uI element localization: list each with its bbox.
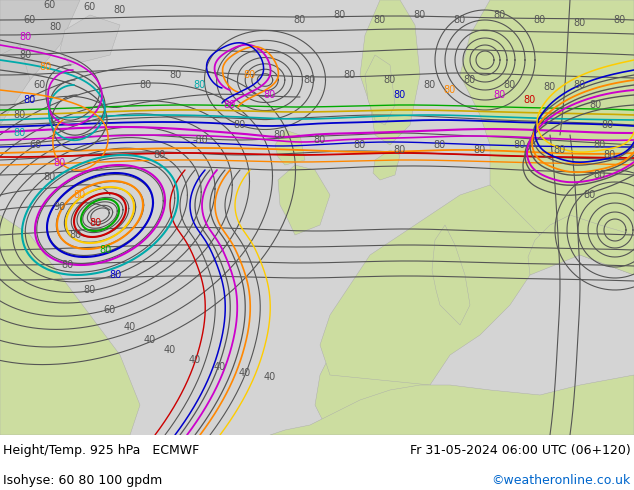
Polygon shape xyxy=(275,130,305,165)
Text: 60: 60 xyxy=(104,305,116,315)
Text: 90: 90 xyxy=(54,202,66,212)
Text: 80: 80 xyxy=(394,90,406,100)
Text: 80: 80 xyxy=(334,10,346,20)
Text: 80: 80 xyxy=(194,80,206,90)
Text: 80: 80 xyxy=(594,140,606,150)
Polygon shape xyxy=(278,165,330,235)
Text: 80: 80 xyxy=(304,75,316,85)
Polygon shape xyxy=(315,315,430,435)
Text: Height/Temp. 925 hPa   ECMWF: Height/Temp. 925 hPa ECMWF xyxy=(3,444,200,457)
Text: 80: 80 xyxy=(74,190,86,200)
Text: 80: 80 xyxy=(49,22,61,32)
Text: 80: 80 xyxy=(99,245,111,255)
Text: 80: 80 xyxy=(19,32,31,42)
Text: 80: 80 xyxy=(139,80,151,90)
Text: 60: 60 xyxy=(44,0,56,10)
Text: 40: 40 xyxy=(144,335,156,345)
Text: 60: 60 xyxy=(29,140,41,150)
Text: 60: 60 xyxy=(84,2,96,12)
Text: 80: 80 xyxy=(62,260,74,270)
Text: 80: 80 xyxy=(274,130,286,140)
Text: 80: 80 xyxy=(89,218,101,228)
Text: 80: 80 xyxy=(84,285,96,295)
Text: 80: 80 xyxy=(39,62,51,72)
Polygon shape xyxy=(528,215,634,275)
Polygon shape xyxy=(320,185,540,385)
Text: 80: 80 xyxy=(14,110,26,120)
Text: 40: 40 xyxy=(214,362,226,372)
Text: 80: 80 xyxy=(314,135,326,145)
Text: 40: 40 xyxy=(239,368,251,378)
Text: 80: 80 xyxy=(474,145,486,155)
Text: 80: 80 xyxy=(19,50,31,60)
Text: 80: 80 xyxy=(494,10,506,20)
Text: Fr 31-05-2024 06:00 UTC (06+120): Fr 31-05-2024 06:00 UTC (06+120) xyxy=(410,444,631,457)
Text: 80: 80 xyxy=(44,172,56,182)
Text: 80: 80 xyxy=(454,15,466,25)
Text: 80: 80 xyxy=(464,75,476,85)
Text: 80: 80 xyxy=(584,190,596,200)
Polygon shape xyxy=(0,0,634,435)
Text: 80: 80 xyxy=(602,120,614,130)
Text: 40: 40 xyxy=(189,355,201,365)
Polygon shape xyxy=(0,45,30,125)
Text: 80: 80 xyxy=(514,140,526,150)
Polygon shape xyxy=(460,0,634,275)
Polygon shape xyxy=(432,225,470,325)
Text: 80: 80 xyxy=(574,18,586,28)
Text: 80: 80 xyxy=(294,15,306,25)
Text: Isohyse: 60 80 100 gpdm: Isohyse: 60 80 100 gpdm xyxy=(3,474,162,487)
Polygon shape xyxy=(0,215,140,435)
Text: 80: 80 xyxy=(554,145,566,155)
Text: 80: 80 xyxy=(169,70,181,80)
Text: 80: 80 xyxy=(244,70,256,80)
Text: 80: 80 xyxy=(54,158,66,168)
Text: 80: 80 xyxy=(524,95,536,105)
Polygon shape xyxy=(360,0,420,145)
Text: 80: 80 xyxy=(354,140,366,150)
Text: 80: 80 xyxy=(109,270,121,280)
Text: 80: 80 xyxy=(504,80,516,90)
Text: 80: 80 xyxy=(424,80,436,90)
Polygon shape xyxy=(373,150,400,180)
Text: 80: 80 xyxy=(114,5,126,15)
Text: -80: -80 xyxy=(192,135,208,145)
Polygon shape xyxy=(270,375,634,435)
Text: 80: 80 xyxy=(264,90,276,100)
Text: 80: 80 xyxy=(444,85,456,95)
Text: 80: 80 xyxy=(154,150,166,160)
Text: 80: 80 xyxy=(434,140,446,150)
Polygon shape xyxy=(365,55,395,125)
Text: 60: 60 xyxy=(34,80,46,90)
Text: 80: 80 xyxy=(344,70,356,80)
Text: 80: 80 xyxy=(589,100,601,110)
Text: 40: 40 xyxy=(164,345,176,355)
Polygon shape xyxy=(0,0,80,115)
Text: 80: 80 xyxy=(614,15,626,25)
Text: 80: 80 xyxy=(544,82,556,92)
Text: 80: 80 xyxy=(414,10,426,20)
Text: 80: 80 xyxy=(69,230,81,240)
Text: 80: 80 xyxy=(394,145,406,155)
Text: 80: 80 xyxy=(374,15,386,25)
Text: ©weatheronline.co.uk: ©weatheronline.co.uk xyxy=(491,474,631,487)
Text: 80: 80 xyxy=(14,128,26,138)
Text: 60: 60 xyxy=(24,15,36,25)
Text: 80: 80 xyxy=(234,120,246,130)
Text: 80: 80 xyxy=(574,80,586,90)
Text: 80: 80 xyxy=(604,150,616,160)
Text: 80: 80 xyxy=(534,15,546,25)
Text: 40: 40 xyxy=(264,372,276,382)
Text: 80: 80 xyxy=(594,170,606,180)
Text: 80: 80 xyxy=(494,90,506,100)
Text: 80: 80 xyxy=(24,95,36,105)
Polygon shape xyxy=(60,15,120,65)
Text: 80: 80 xyxy=(384,75,396,85)
Text: 80: 80 xyxy=(224,100,236,110)
Text: 40: 40 xyxy=(124,322,136,332)
